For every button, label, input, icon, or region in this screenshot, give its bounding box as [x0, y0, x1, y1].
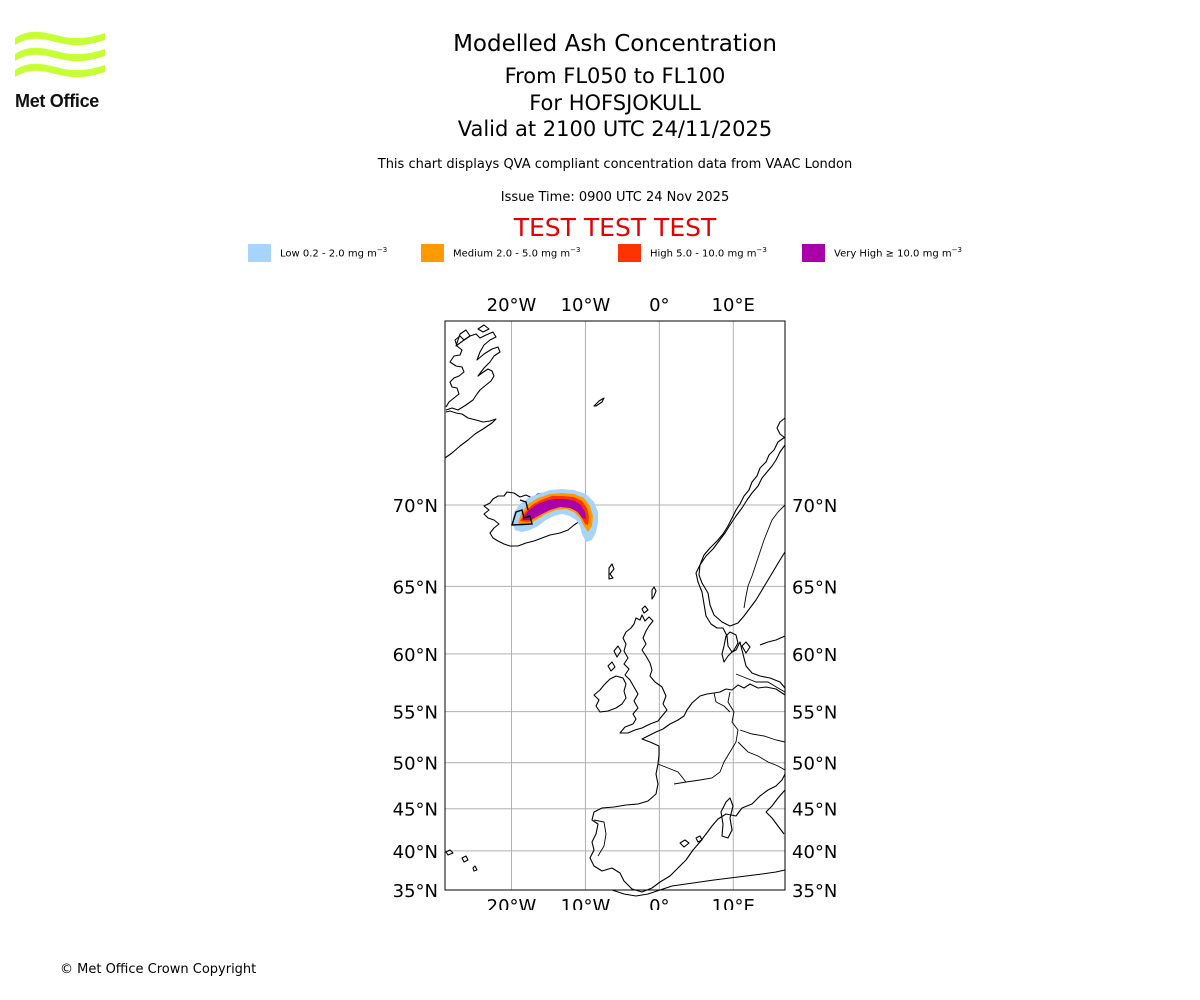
lat-tick-label-left: 70°N	[393, 496, 438, 517]
map-gridlines	[445, 321, 785, 891]
legend-swatch-low	[248, 244, 271, 262]
shetland-islands	[651, 586, 657, 600]
svalbard-fragment	[776, 417, 786, 439]
lon-tick-label-top: 0°	[649, 295, 669, 316]
france-border	[673, 691, 739, 785]
spain-portugal-border	[593, 763, 687, 857]
balearic-islands	[679, 835, 703, 848]
scandinavia-coast	[698, 436, 786, 627]
scotland-england-coast	[619, 614, 668, 734]
legend-swatch-medium	[421, 244, 444, 262]
azores-islands	[445, 849, 478, 872]
coastlines	[444, 324, 786, 897]
ash-plume-very-high	[522, 499, 586, 520]
lat-tick-label-right: 35°N	[792, 881, 837, 902]
sardinia-corsica	[720, 797, 734, 839]
lat-tick-label-right: 50°N	[792, 754, 837, 775]
lat-tick-label-right: 65°N	[792, 577, 837, 598]
greenland-fjord	[477, 324, 490, 333]
sicily-italy-boot	[765, 789, 786, 835]
legend-label-very-high: Very High ≥ 10.0 mg m−3	[834, 246, 962, 260]
alps-borders	[737, 741, 786, 771]
orkney-islands	[641, 605, 649, 614]
lat-tick-label-right: 70°N	[792, 496, 837, 517]
ash-plume	[512, 489, 598, 542]
valid-time: Valid at 2100 UTC 24/11/2025	[457, 117, 773, 141]
lon-tick-label-top: 10°E	[712, 295, 755, 316]
met-office-wave-icon	[15, 31, 105, 78]
chart-titles: Modelled Ash Concentration From FL050 to…	[215, 30, 1015, 142]
lat-tick-label-left: 35°N	[393, 881, 438, 902]
norway-sweden-border	[743, 504, 786, 609]
chart-description: This chart displays QVA compliant concen…	[377, 157, 853, 172]
faroe-islands	[608, 563, 615, 580]
legend-swatch-very-high	[802, 244, 825, 262]
copyright-notice: © Met Office Crown Copyright	[60, 962, 257, 977]
lon-tick-label-bottom: 0°	[649, 896, 669, 910]
volcano-source-outline	[511, 509, 533, 526]
legend-swatch-high	[618, 244, 641, 262]
lat-tick-label-left: 45°N	[393, 800, 438, 821]
lat-tick-label-left: 50°N	[393, 754, 438, 775]
volcano-name: For HOFSJOKULL	[529, 91, 701, 115]
lat-tick-label-right: 60°N	[792, 645, 837, 666]
denmark-coast	[721, 631, 751, 663]
issue-time: Issue Time: 0900 UTC 24 Nov 2025	[500, 190, 730, 205]
germany-borders	[735, 673, 786, 743]
benelux-borders	[713, 692, 731, 713]
country-borders	[593, 504, 786, 857]
test-banner: TEST TEST TEST	[513, 213, 717, 242]
lat-tick-label-left: 40°N	[393, 842, 438, 863]
lon-tick-label-top: 20°W	[487, 295, 537, 316]
continental-coast	[589, 444, 786, 893]
lat-tick-label-right: 45°N	[792, 800, 837, 821]
greenland-coast	[444, 410, 497, 459]
lat-tick-label-right: 40°N	[792, 842, 837, 863]
jan-mayen-island	[593, 397, 605, 407]
ireland-coast	[593, 675, 627, 713]
met-office-logo-text: Met Office	[15, 91, 100, 111]
lon-tick-label-top: 10°W	[561, 295, 611, 316]
ash-concentration-map: 20°W 20°W 10°W 10°W 0° 0° 10°E 10°E 70°N 70°N 65°N…	[393, 295, 838, 910]
volcano-source-line	[519, 499, 529, 511]
legend-label-low: Low 0.2 - 2.0 mg m−3	[280, 246, 388, 260]
volcano-marker	[511, 499, 533, 526]
map-frame	[444, 320, 786, 891]
baltic-coast	[759, 635, 786, 646]
legend-label-medium: Medium 2.0 - 5.0 mg m−3	[453, 246, 581, 260]
legend-label-high: High 5.0 - 10.0 mg m−3	[650, 246, 767, 260]
lat-tick-label-right: 55°N	[792, 703, 837, 724]
lat-tick-label-left: 60°N	[393, 645, 438, 666]
chart-title: Modelled Ash Concentration	[453, 31, 777, 57]
greenland-north-fragment	[455, 329, 471, 347]
flight-level-range: From FL050 to FL100	[504, 64, 726, 88]
iceland-coast	[483, 491, 585, 547]
lat-tick-label-left: 55°N	[393, 703, 438, 724]
greenland-east-coast	[445, 331, 501, 411]
lon-tick-label-bottom: 20°W	[487, 896, 537, 910]
met-office-logo: Met Office	[14, 30, 110, 114]
lon-tick-label-bottom: 10°E	[712, 896, 755, 910]
hebrides-islands	[607, 645, 622, 672]
north-africa-coast	[611, 869, 786, 897]
map-tick-labels: 20°W 20°W 10°W 10°W 0° 0° 10°E 10°E 70°N 70°N 65°N…	[393, 295, 838, 910]
lon-tick-label-bottom: 10°W	[561, 896, 611, 910]
lat-tick-label-left: 65°N	[393, 577, 438, 598]
